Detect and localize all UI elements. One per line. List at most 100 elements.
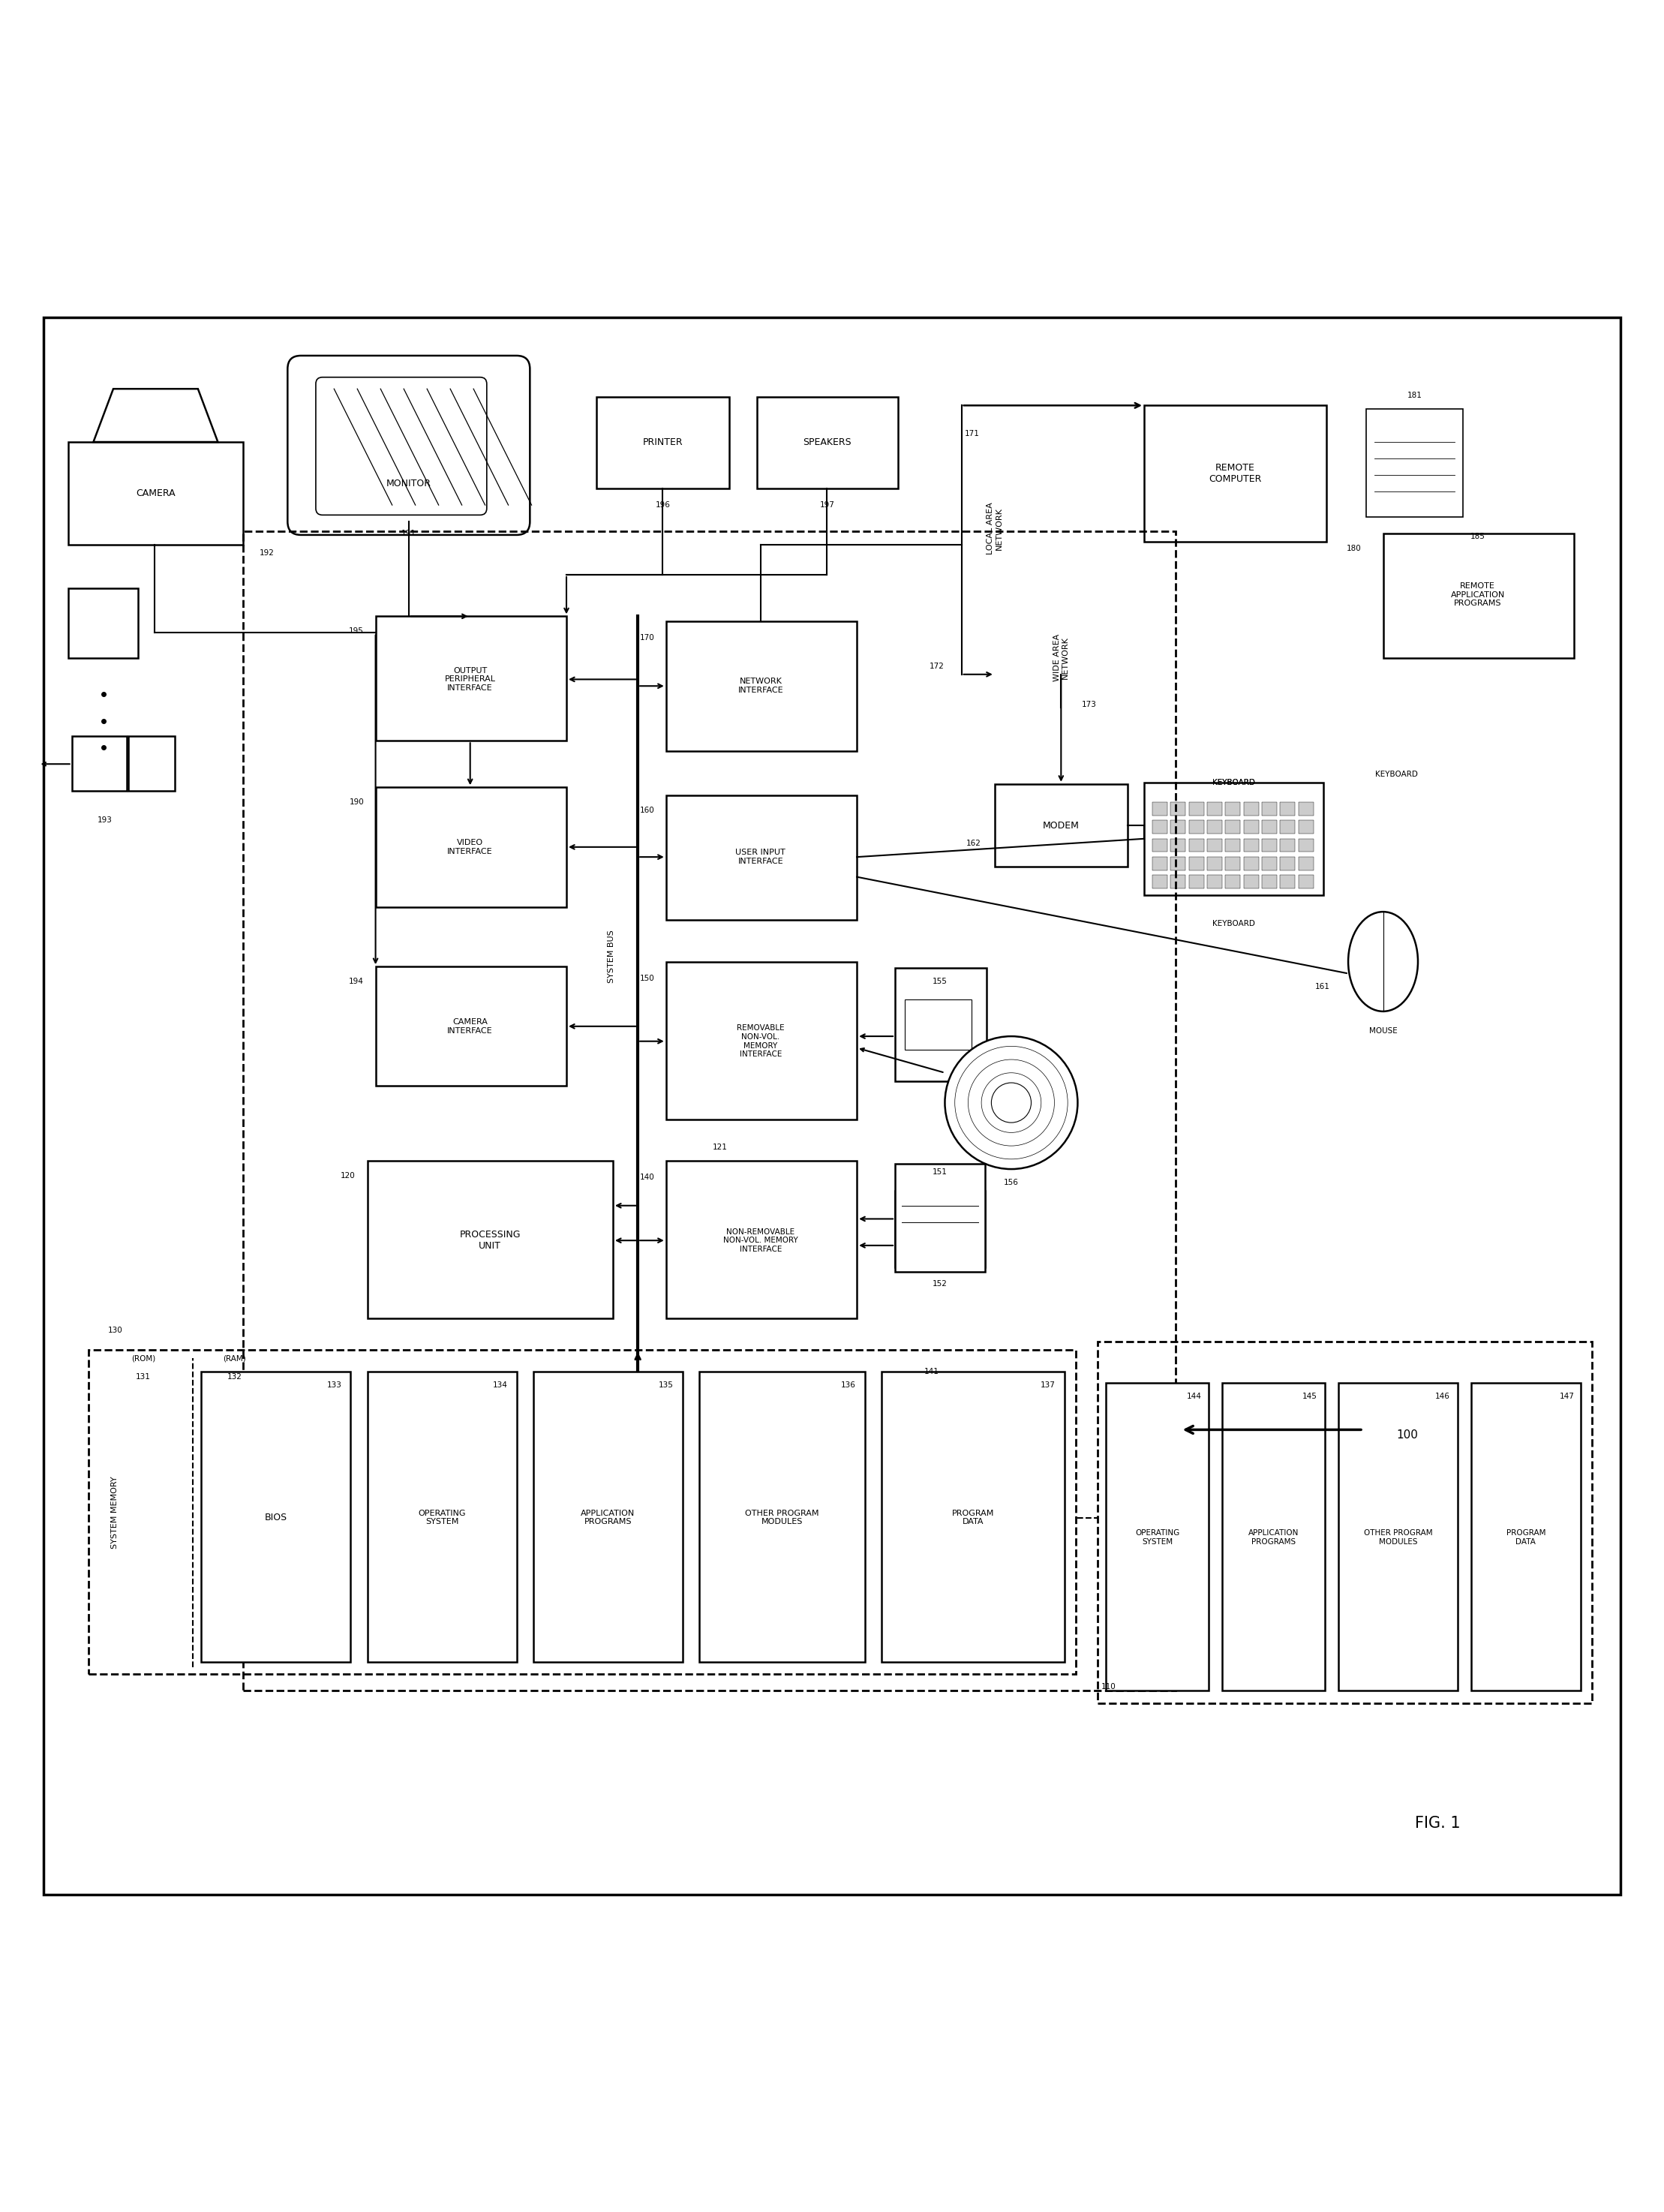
Text: SYSTEM BUS: SYSTEM BUS	[607, 929, 616, 982]
Text: CAMERA
INTERFACE: CAMERA INTERFACE	[448, 1018, 493, 1035]
Bar	[1383, 533, 1574, 657]
Bar	[1170, 803, 1185, 816]
Bar	[1298, 876, 1313, 889]
Text: KEYBOARD: KEYBOARD	[1213, 779, 1255, 785]
Bar	[1243, 821, 1258, 834]
Bar	[1170, 856, 1185, 869]
Text: 155: 155	[932, 978, 947, 984]
Text: 144: 144	[1186, 1394, 1201, 1400]
Text: CAMERA: CAMERA	[136, 489, 175, 498]
Bar	[882, 1371, 1065, 1661]
Circle shape	[992, 1082, 1032, 1124]
Text: 192: 192	[260, 549, 275, 557]
Bar	[1280, 856, 1295, 869]
Text: USER INPUT
INTERFACE: USER INPUT INTERFACE	[735, 849, 785, 865]
Bar	[1243, 876, 1258, 889]
Text: 100: 100	[1396, 1429, 1418, 1440]
Text: (ROM): (ROM)	[131, 1354, 155, 1363]
Text: 171: 171	[965, 429, 980, 438]
Bar	[666, 796, 857, 920]
Bar	[72, 737, 126, 790]
Bar	[1261, 821, 1276, 834]
Bar	[1225, 856, 1240, 869]
Bar	[1206, 876, 1221, 889]
Bar	[1243, 856, 1258, 869]
Bar	[1261, 803, 1276, 816]
Bar	[376, 787, 566, 907]
Text: KEYBOARD: KEYBOARD	[1213, 920, 1255, 927]
Text: WIDE AREA
NETWORK: WIDE AREA NETWORK	[1053, 635, 1070, 681]
FancyBboxPatch shape	[288, 356, 529, 535]
Text: SYSTEM MEMORY: SYSTEM MEMORY	[111, 1475, 118, 1548]
Text: APPLICATION
PROGRAMS: APPLICATION PROGRAMS	[581, 1509, 636, 1526]
Text: 130: 130	[108, 1327, 123, 1334]
Bar	[1298, 856, 1313, 869]
Text: 173: 173	[1082, 701, 1097, 708]
Text: 152: 152	[932, 1281, 947, 1287]
Bar	[68, 442, 243, 544]
Bar	[1243, 803, 1258, 816]
Bar	[1188, 821, 1203, 834]
Bar	[1206, 821, 1221, 834]
Bar	[995, 783, 1128, 867]
Text: LOCAL AREA
NETWORK: LOCAL AREA NETWORK	[987, 502, 1003, 555]
Bar	[1188, 803, 1203, 816]
Bar	[1225, 876, 1240, 889]
Text: 180: 180	[1346, 544, 1361, 553]
Bar	[1366, 409, 1463, 518]
Text: (RAM): (RAM)	[223, 1354, 246, 1363]
Text: VIDEO
INTERFACE: VIDEO INTERFACE	[448, 838, 493, 856]
Bar	[1280, 803, 1295, 816]
Text: 110: 110	[1102, 1683, 1115, 1690]
Bar	[128, 737, 175, 790]
Text: 170: 170	[639, 635, 654, 641]
Bar	[1298, 838, 1313, 852]
Bar	[532, 1371, 682, 1661]
Text: BIOS: BIOS	[265, 1513, 288, 1522]
Text: PROCESSING
UNIT: PROCESSING UNIT	[459, 1230, 521, 1252]
Text: OPERATING
SYSTEM: OPERATING SYSTEM	[1135, 1528, 1180, 1546]
Bar	[1225, 821, 1240, 834]
Bar	[1298, 821, 1313, 834]
Bar	[1170, 821, 1185, 834]
Text: NETWORK
INTERFACE: NETWORK INTERFACE	[737, 677, 784, 695]
Bar	[1153, 876, 1166, 889]
Bar	[1153, 856, 1166, 869]
Text: 196: 196	[656, 502, 671, 509]
Text: 195: 195	[349, 628, 364, 635]
Bar	[1221, 1382, 1325, 1690]
Text: 131: 131	[136, 1374, 151, 1380]
Bar	[699, 1371, 865, 1661]
Text: 134: 134	[493, 1380, 508, 1389]
Text: SPEAKERS: SPEAKERS	[802, 438, 852, 447]
Text: 120: 120	[341, 1172, 356, 1179]
Text: 162: 162	[967, 841, 982, 847]
Bar	[757, 398, 899, 489]
Text: REMOVABLE
NON-VOL.
MEMORY
INTERFACE: REMOVABLE NON-VOL. MEMORY INTERFACE	[737, 1024, 784, 1057]
Bar	[1098, 1343, 1592, 1703]
Bar	[666, 622, 857, 750]
Text: OTHER PROGRAM
MODULES: OTHER PROGRAM MODULES	[745, 1509, 819, 1526]
Bar	[201, 1371, 351, 1661]
FancyBboxPatch shape	[316, 378, 488, 515]
Bar	[1225, 803, 1240, 816]
Text: 140: 140	[639, 1175, 654, 1181]
Bar	[1153, 803, 1166, 816]
Bar	[895, 1190, 985, 1267]
Text: OPERATING
SYSTEM: OPERATING SYSTEM	[418, 1509, 466, 1526]
Bar	[1206, 856, 1221, 869]
Bar	[376, 617, 566, 741]
Text: PROGRAM
DATA: PROGRAM DATA	[952, 1509, 993, 1526]
Text: PRINTER: PRINTER	[642, 438, 682, 447]
Text: 160: 160	[639, 807, 654, 814]
Circle shape	[945, 1035, 1078, 1170]
Text: 141: 141	[924, 1367, 938, 1376]
Text: 185: 185	[1471, 533, 1486, 540]
Text: 191: 191	[401, 529, 416, 538]
Text: 193: 193	[98, 816, 113, 825]
Text: 135: 135	[659, 1380, 674, 1389]
Bar	[368, 1161, 612, 1318]
Text: MODEM: MODEM	[1043, 821, 1080, 830]
Bar	[1188, 838, 1203, 852]
Bar	[1145, 783, 1323, 896]
